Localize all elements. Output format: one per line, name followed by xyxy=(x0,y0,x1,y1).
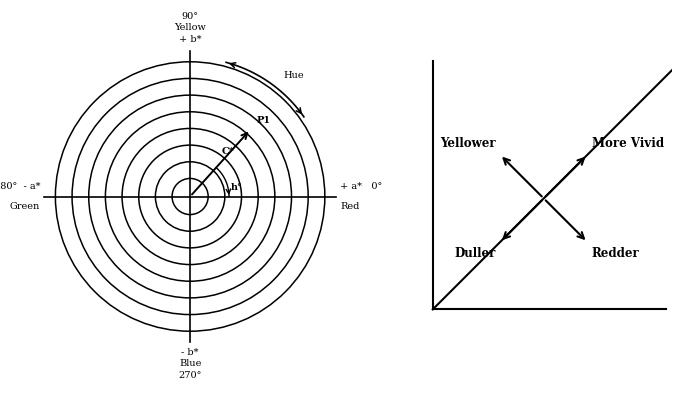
Text: C*: C* xyxy=(222,147,234,156)
Text: + a*   0°: + a* 0° xyxy=(340,182,382,191)
Text: 90°
Yellow
+ b*: 90° Yellow + b* xyxy=(175,12,206,44)
Text: Yellower: Yellower xyxy=(440,137,496,150)
Text: h°: h° xyxy=(230,183,242,192)
Text: Hue: Hue xyxy=(284,71,304,80)
Text: Red: Red xyxy=(340,202,359,211)
Text: - b*
Blue
270°: - b* Blue 270° xyxy=(179,348,202,380)
Text: Green: Green xyxy=(10,202,40,211)
Text: More Vivid: More Vivid xyxy=(592,137,664,150)
Text: Redder: Redder xyxy=(592,246,640,260)
Text: 180°  - a*: 180° - a* xyxy=(0,182,40,191)
Text: P1: P1 xyxy=(256,116,270,125)
Text: Duller: Duller xyxy=(454,246,496,260)
